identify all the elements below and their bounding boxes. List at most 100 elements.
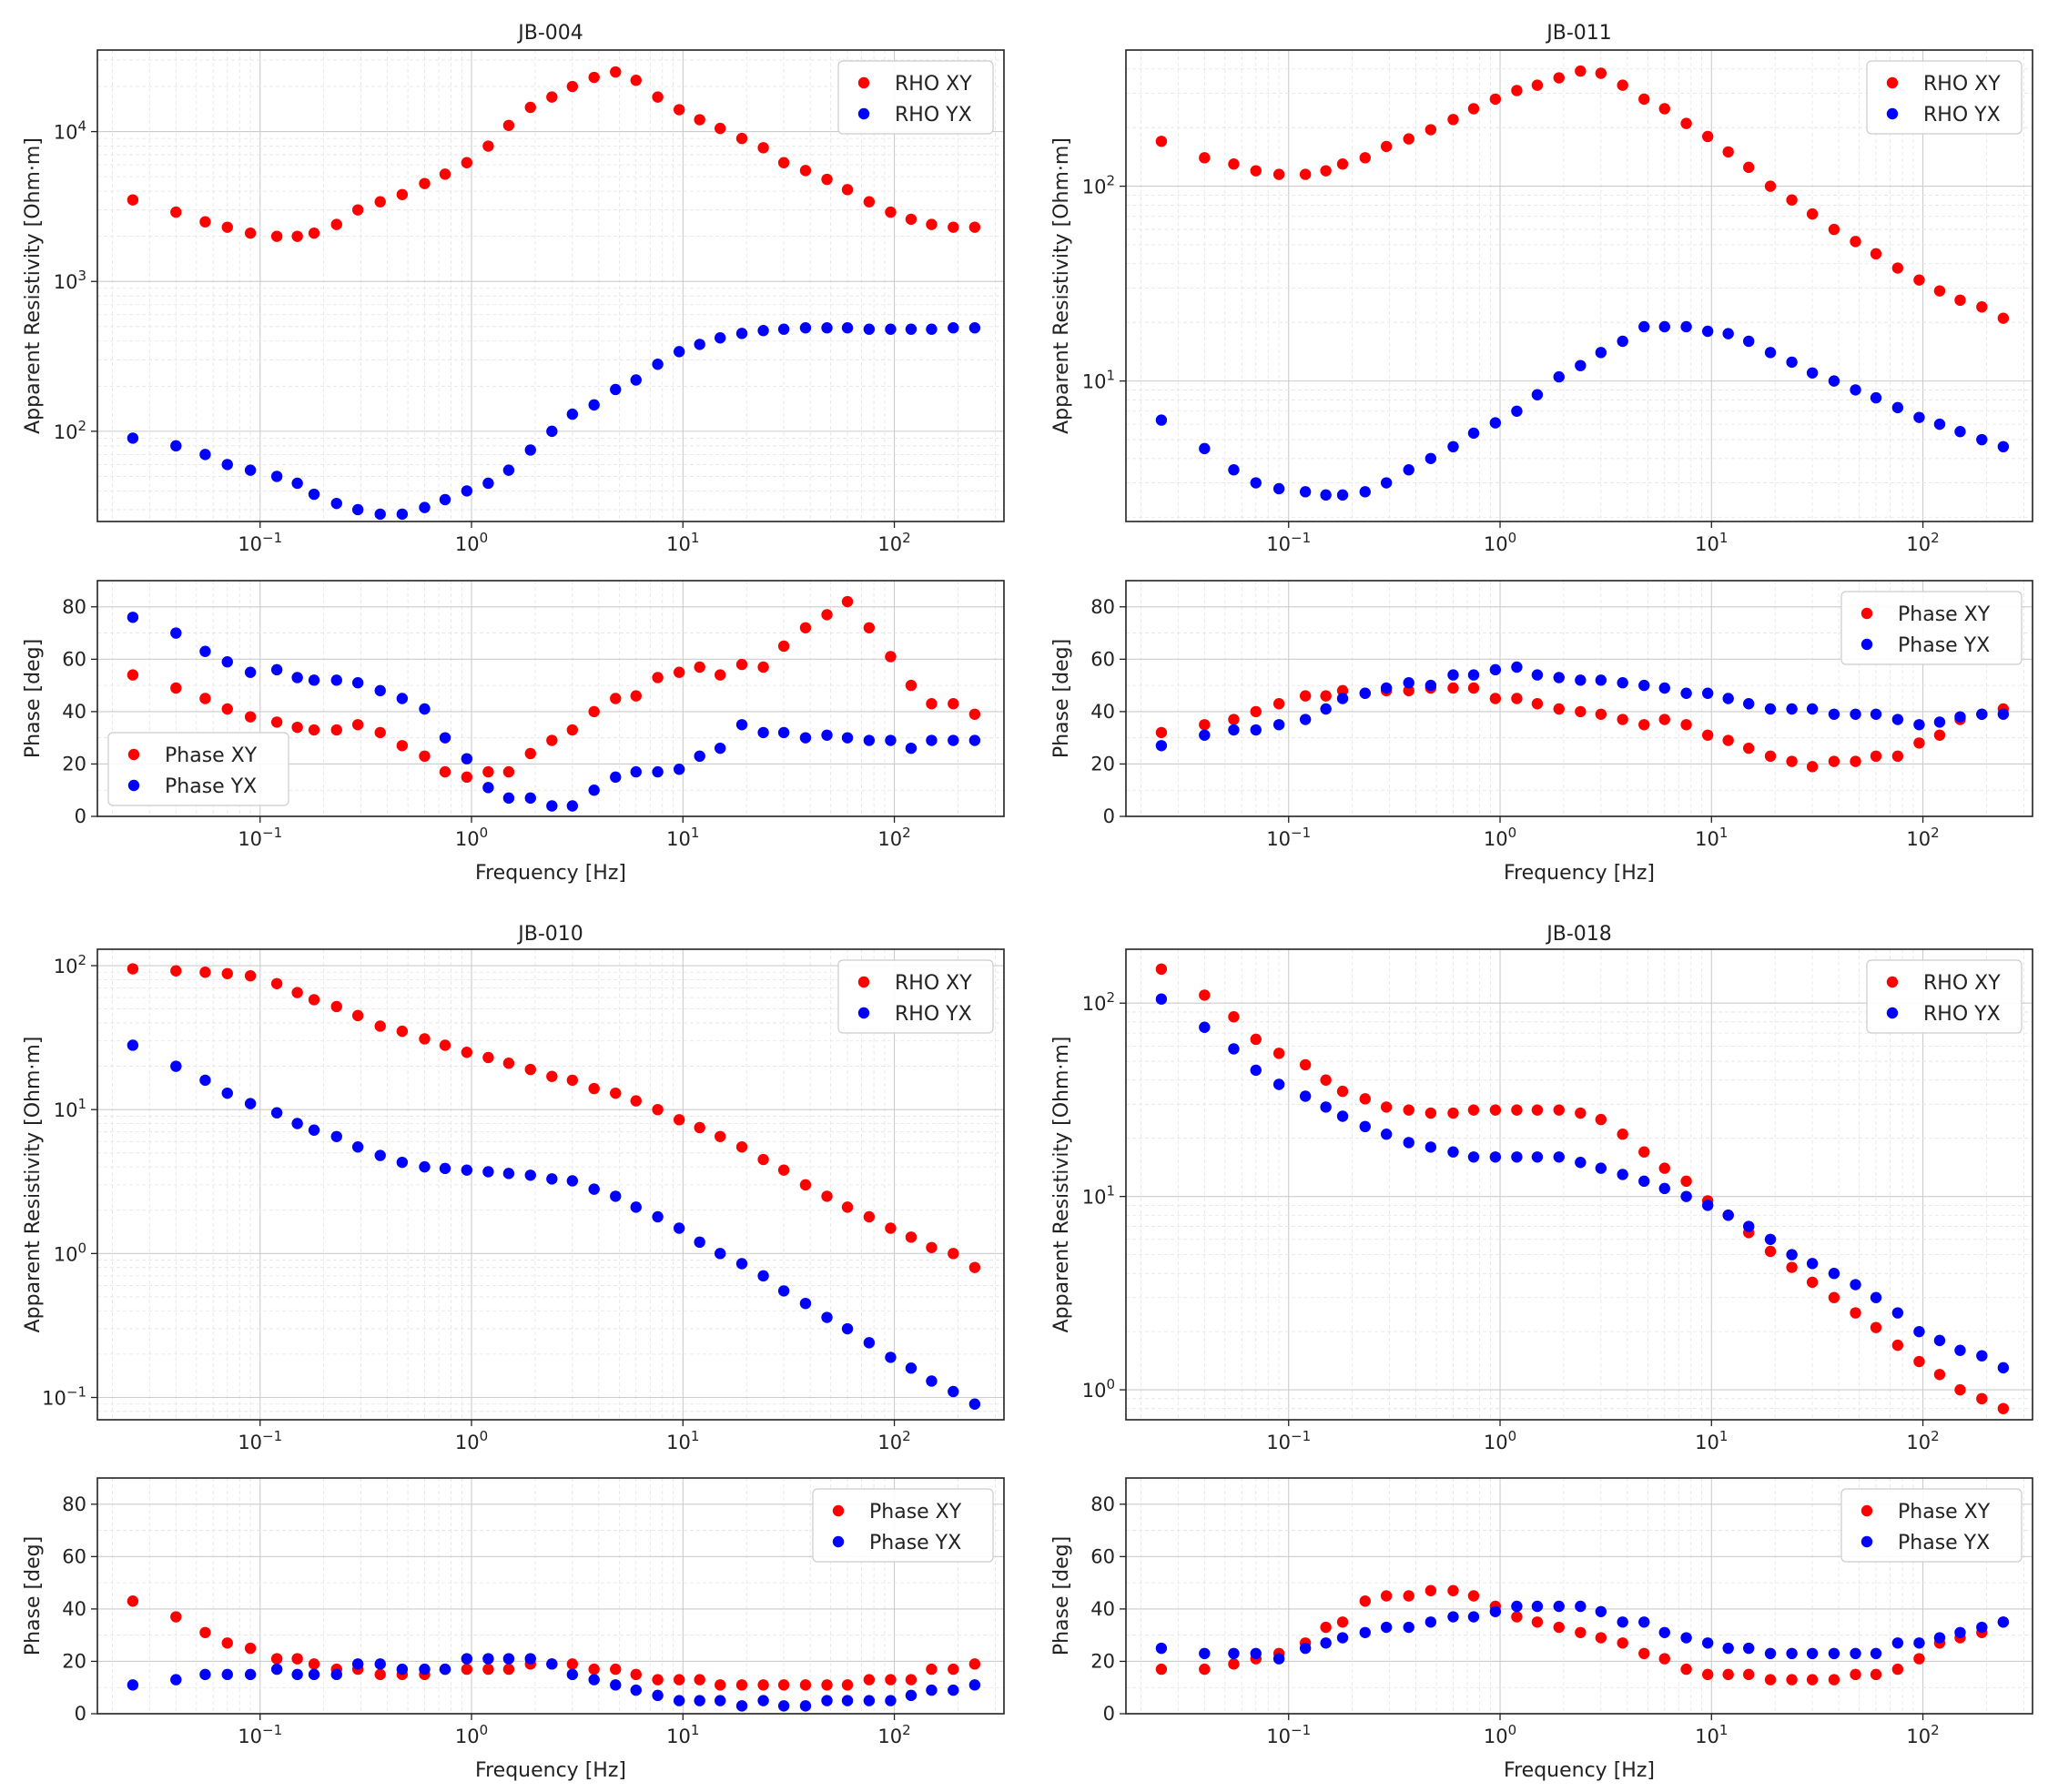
phase-xy-point <box>1764 1674 1777 1686</box>
resistivity-legend: RHO XY RHO YX <box>837 60 994 135</box>
rho-xy-point <box>330 1000 342 1013</box>
rho-xy-point <box>1595 1113 1607 1126</box>
rho-yx-point <box>221 459 233 471</box>
phase-xy-point <box>1575 1626 1587 1638</box>
phase-yx-point <box>1786 703 1798 715</box>
phase-xy-point <box>1320 1621 1332 1634</box>
legend-marker <box>127 779 140 792</box>
phase-yx-point <box>1638 679 1650 692</box>
phase-yx-point <box>1424 679 1437 692</box>
rho-yx-point <box>1250 477 1262 489</box>
x-tick-label: 10−1 <box>238 530 282 555</box>
rho-yx-point <box>1658 320 1670 333</box>
x-tick-label: 102 <box>1906 1428 1939 1453</box>
rho-xy-point <box>170 965 182 977</box>
rho-xy-point <box>735 1141 748 1153</box>
phase-xy-point <box>127 669 139 681</box>
phase-xy-point <box>968 708 981 720</box>
phase-yx-point <box>170 1674 182 1686</box>
rho-yx-point <box>1701 325 1714 338</box>
phase-xy-point <box>821 1679 833 1691</box>
phase-xy-point <box>1933 729 1946 741</box>
rho-yx-point <box>308 1124 320 1136</box>
phase-yx-point <box>1658 1626 1670 1638</box>
rho-yx-point <box>1891 1307 1904 1319</box>
x-tick-label: 10−1 <box>1266 1428 1311 1453</box>
rho-yx-point <box>588 1183 600 1195</box>
rho-yx-point <box>566 1175 579 1187</box>
rho-yx-point <box>1806 367 1819 379</box>
rho-xy-point <box>1199 989 1211 1001</box>
phase-yx-point <box>673 1695 685 1706</box>
phase-y-axis-label: Phase [deg] <box>22 639 45 758</box>
rho-xy-point <box>351 1009 364 1022</box>
phase-xy-point <box>374 726 386 739</box>
phase-yx-point <box>330 674 342 686</box>
phase-xy-point <box>1638 1647 1650 1660</box>
y-tick-label: 20 <box>1090 753 1115 775</box>
phase-yx-point <box>673 764 685 775</box>
phase-yx-point <box>1511 1600 1523 1613</box>
rho-yx-point <box>1658 1182 1670 1195</box>
x-tick-label: 10−1 <box>1266 530 1311 555</box>
phase-yx-point <box>1742 1642 1755 1655</box>
y-tick-label: 60 <box>62 1545 86 1567</box>
phase-yx-point <box>374 684 386 697</box>
rho-xy-point <box>1828 1291 1840 1303</box>
phase-yx-point <box>1403 1621 1414 1634</box>
legend-marker <box>1886 1007 1899 1019</box>
resistivity-legend: RHO XY RHO YX <box>837 959 994 1034</box>
phase-yx-point <box>461 1653 473 1665</box>
rho-xy-point <box>1403 133 1414 145</box>
phase-yx-point <box>799 1700 812 1712</box>
rho-xy-point <box>1764 1245 1777 1258</box>
rho-yx-point <box>1403 464 1414 476</box>
x-tick-label: 102 <box>1906 825 1939 850</box>
phase-yx-point <box>1595 674 1607 686</box>
x-tick-label: 100 <box>455 1722 488 1747</box>
x-tick-label: 101 <box>1695 530 1728 555</box>
legend-label: RHO XY <box>895 972 972 995</box>
legend-label: RHO YX <box>1923 1003 2001 1026</box>
phase-yx-point <box>1933 1632 1946 1644</box>
rho-xy-point <box>799 165 812 177</box>
rho-yx-point <box>799 1297 812 1310</box>
phase-xy-point <box>673 1674 685 1686</box>
phase-yx-point <box>1786 1647 1798 1660</box>
phase-xy-point <box>1336 684 1349 697</box>
legend-label: Phase YX <box>165 775 257 798</box>
rho-yx-point <box>1595 347 1607 359</box>
x-axis-label: Frequency [Hz] <box>1504 862 1655 885</box>
x-tick-label: 102 <box>877 1722 910 1747</box>
phase-data-points <box>1155 661 2010 773</box>
phase-yx-point <box>1403 677 1414 689</box>
phase-xy-point <box>863 1674 876 1686</box>
phase-yx-point <box>1359 1626 1371 1638</box>
rho-xy-point <box>1742 161 1755 174</box>
rho-yx-point <box>127 432 139 444</box>
rho-xy-point <box>735 132 748 145</box>
y-tick-label: 60 <box>1090 1545 1115 1567</box>
legend-marker <box>1886 107 1899 120</box>
rho-yx-point <box>968 322 981 334</box>
phase-xy-point <box>1250 705 1262 718</box>
rho-yx-point <box>1403 1137 1414 1149</box>
rho-xy-point <box>1380 1101 1393 1113</box>
resistivity-grid <box>97 949 1004 1421</box>
phase-yx-point <box>244 666 257 678</box>
phase-yx-point <box>1299 1642 1312 1655</box>
phase-yx-point <box>630 1684 642 1696</box>
phase-yx-point <box>546 1658 558 1670</box>
rho-xy-point <box>502 1058 515 1069</box>
phase-yx-point <box>502 1653 515 1665</box>
rho-xy-point <box>1806 208 1819 220</box>
rho-xy-point <box>821 1190 833 1202</box>
phase-axes-frame <box>1125 580 2033 817</box>
phase-xy-point <box>1742 742 1755 754</box>
phase-yx-point <box>330 1668 342 1681</box>
phase-xy-point <box>841 1679 854 1691</box>
phase-yx-point <box>863 1695 876 1706</box>
rho-yx-point <box>1272 1078 1285 1090</box>
resistivity-legend: RHO XY RHO YX <box>1866 959 2023 1034</box>
phase-xy-point <box>863 622 876 633</box>
